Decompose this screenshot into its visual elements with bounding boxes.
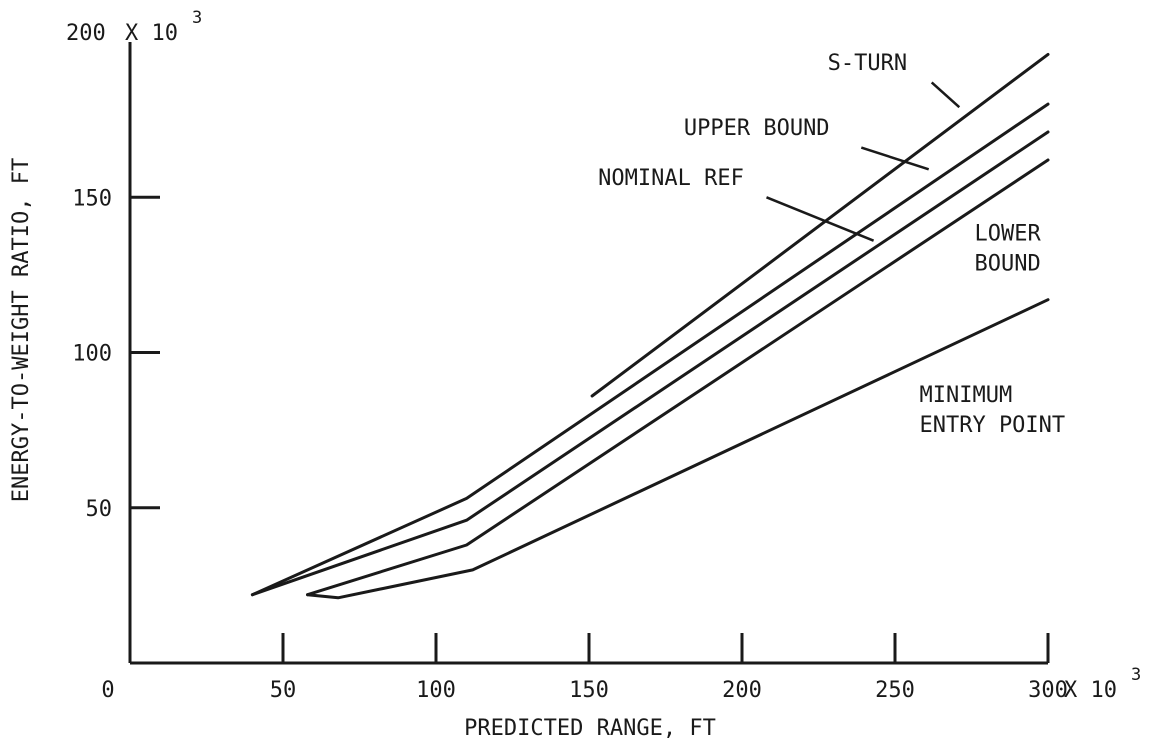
- leader-upper-bound: [860, 146, 930, 171]
- x-tick-label-300: 300: [1028, 678, 1068, 703]
- annotation-minimum-entry-point-line-2: ENTRY POINT: [919, 413, 1065, 438]
- y-tick-label-150: 150: [72, 186, 112, 211]
- series-minimum-entry-point: [306, 298, 1050, 600]
- annotation-minimum-entry-point-line-1: MINIMUM: [919, 383, 1012, 408]
- annotation-nominal-ref-line-1: NOMINAL REF: [598, 166, 744, 191]
- series-nominal-ref: [250, 130, 1050, 597]
- y-multiplier-base: X 10: [125, 21, 178, 46]
- y-tick-label-200: 200: [66, 21, 106, 46]
- series-lower-bound: [306, 158, 1050, 597]
- annotation-upper-bound-line-1: UPPER BOUND: [684, 116, 830, 141]
- y-tick-label-100: 100: [72, 342, 112, 367]
- series-s-turn: [590, 52, 1050, 398]
- tick-labels: 0 50 100 150 200 250 300 50 100 150 200: [66, 21, 1068, 703]
- x-tick-label-50: 50: [270, 678, 297, 703]
- annotation-lower-bound-line-2: BOUND: [975, 252, 1041, 277]
- x-multiplier-base: X 10: [1064, 678, 1117, 703]
- y-multiplier-exp: 3: [192, 8, 202, 28]
- x-multiplier-exp: 3: [1131, 665, 1141, 685]
- y-tick-label-50: 50: [86, 497, 113, 522]
- leader-s-turn: [930, 81, 961, 109]
- y-axis-label: ENERGY-TO-WEIGHT RATIO, FT: [9, 158, 34, 502]
- x-tick-label-250: 250: [875, 678, 915, 703]
- annotation-s-turn-line-1: S-TURN: [828, 51, 907, 76]
- x-tick-label-0: 0: [101, 678, 114, 703]
- annotation-lower-bound-line-1: LOWER: [975, 222, 1042, 247]
- leader-nominal-ref: [766, 196, 875, 242]
- annotation-group: S-TURN UPPER BOUND NOMINAL REF LOWER BOUND MI…: [598, 51, 1065, 438]
- x-multiplier: X 10 3: [1064, 665, 1141, 703]
- y-multiplier: X 10 3: [125, 8, 202, 46]
- series-upper-bound: [250, 102, 1050, 597]
- x-tick-label-100: 100: [416, 678, 456, 703]
- x-tick-label-150: 150: [569, 678, 609, 703]
- ticks: [130, 195, 1050, 663]
- x-tick-label-200: 200: [722, 678, 762, 703]
- axes: [128, 42, 1048, 665]
- x-axis-label: PREDICTED RANGE, FT: [464, 716, 716, 741]
- series-group: [250, 52, 1050, 600]
